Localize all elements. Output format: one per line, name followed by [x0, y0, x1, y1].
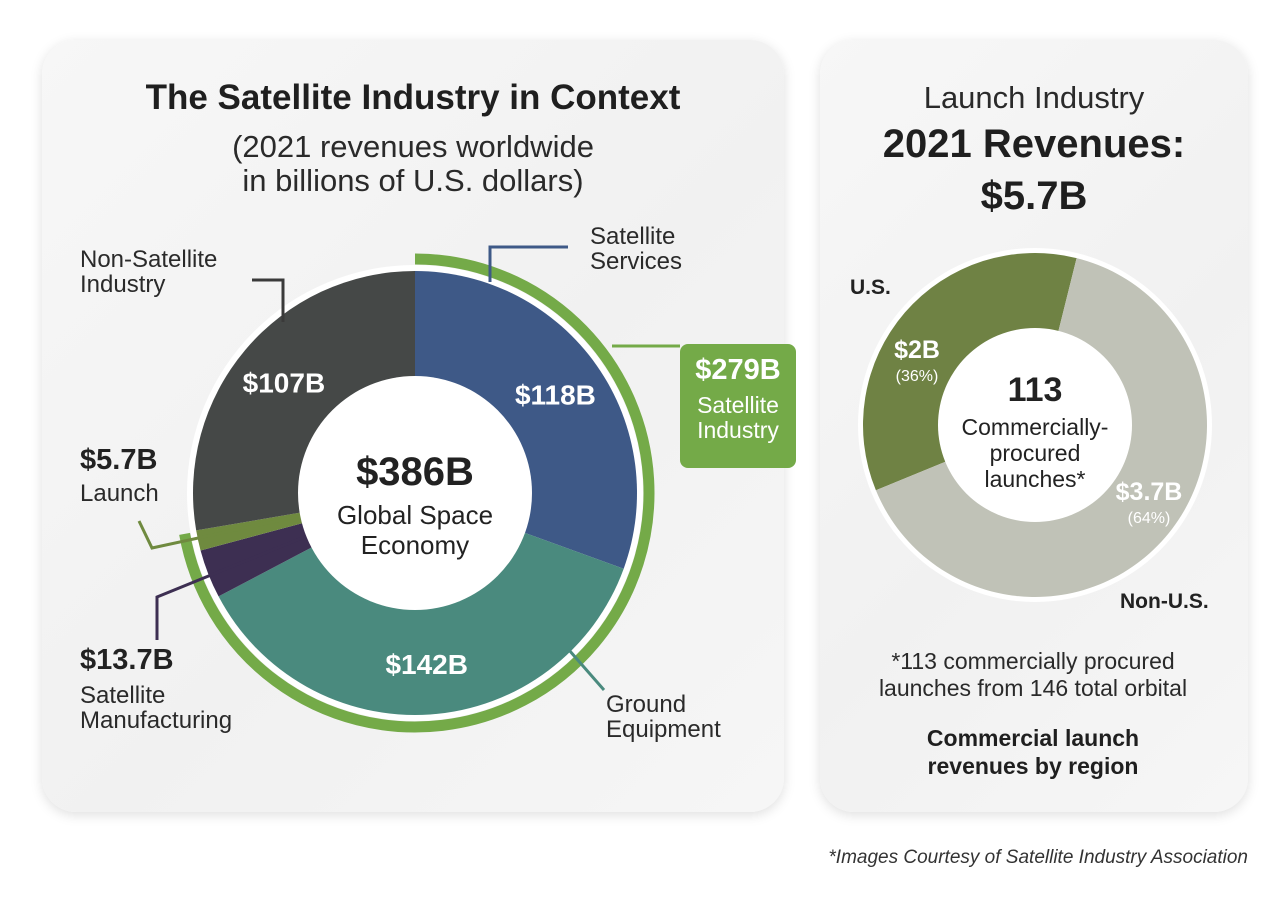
- slice-percent-non-us: (64%): [1128, 510, 1171, 527]
- caption-line-1: Commercial launch: [926, 725, 1140, 751]
- launch-value: $5.7B: [80, 444, 158, 476]
- slice-value-non-us: $3.7B: [1116, 478, 1183, 506]
- launch-caption: Commercial launch revenues by region: [838, 724, 1228, 780]
- center-label-line-1: Global Space: [337, 500, 493, 530]
- right-donut-hole: [938, 328, 1132, 522]
- launches-label-line-3: launches*: [984, 466, 1085, 492]
- slice-value-non-satellite-industry: $107B: [243, 367, 326, 398]
- leader-lines: [137, 245, 680, 691]
- launch-name: Launch: [80, 480, 159, 507]
- label-us: U.S.: [850, 276, 891, 299]
- subtitle-line-2: in billions of U.S. dollars): [242, 163, 584, 198]
- label-satellite-services: Satellite Services: [590, 224, 682, 274]
- caption-line-2: revenues by region: [927, 753, 1139, 779]
- leader-satellite-services: [488, 245, 568, 282]
- center-total-value: $386B: [356, 450, 474, 494]
- label-ground-equipment: Ground Equipment: [606, 692, 721, 742]
- slice-value-satellite-services: $118B: [515, 380, 596, 411]
- label-non-satellite-line-1: Non-Satellite: [80, 246, 218, 273]
- image-credit: *Images Courtesy of Satellite Industry A…: [828, 847, 1248, 868]
- leader-ground-equipment: [567, 649, 606, 691]
- label-non-satellite-line-2: Industry: [80, 271, 166, 298]
- label-launch: $5.7B Launch: [80, 444, 159, 506]
- satellite-industry-value: $279B: [695, 354, 781, 386]
- satellite-industry-box: $279B Satellite Industry: [680, 344, 796, 468]
- launch-footnote: *113 commercially procured launches from…: [838, 648, 1228, 702]
- slice-value-us: $2B: [894, 336, 940, 364]
- launch-revenue-donut: [858, 248, 1212, 602]
- satellite-industry-line-1: Satellite: [697, 392, 779, 418]
- satellite-manufacturing-line-2: Manufacturing: [80, 707, 233, 734]
- center-label-line-2: Economy: [361, 530, 469, 560]
- label-ground-equipment-line-2: Equipment: [606, 716, 721, 743]
- leader-launch: [137, 514, 301, 550]
- left-donut-hole: [298, 376, 532, 610]
- global-space-economy-donut: [179, 253, 655, 733]
- right-title-line-2: 2021 Revenues:: [882, 122, 1186, 166]
- right-title-line-3: $5.7B: [980, 174, 1088, 218]
- label-satellite-services-line-2: Services: [590, 248, 683, 275]
- satellite-manufacturing-line-1: Satellite: [80, 682, 166, 709]
- label-non-satellite-industry: Non-Satellite Industry: [80, 247, 217, 297]
- satellite-industry-arc: [179, 253, 655, 733]
- launches-label-line-1: Commercially-: [962, 414, 1109, 440]
- subtitle-line-1: (2021 revenues worldwide: [232, 129, 594, 164]
- leader-non-satellite-industry: [252, 278, 285, 322]
- label-satellite-services-line-1: Satellite: [590, 223, 676, 250]
- leader-satellite-manufacturing: [155, 536, 303, 640]
- left-chart-subtitle: (2021 revenues worldwide in billions of …: [42, 130, 784, 198]
- launches-count: 113: [1008, 371, 1063, 409]
- launches-label-line-2: procured: [990, 440, 1081, 466]
- slice-value-ground-equipment: $142B: [385, 649, 468, 680]
- label-satellite-manufacturing: $13.7B Satellite Manufacturing: [80, 644, 232, 733]
- label-ground-equipment-line-1: Ground: [606, 691, 687, 718]
- left-chart-title: The Satellite Industry in Context: [145, 78, 681, 117]
- satellite-industry-line-2: Industry: [697, 417, 779, 443]
- right-title-line-1: Launch Industry: [923, 80, 1145, 115]
- footnote-line-1: *113 commercially procured: [891, 648, 1175, 674]
- label-non-us: Non-U.S.: [1120, 590, 1209, 613]
- satellite-manufacturing-value: $13.7B: [80, 644, 174, 676]
- footnote-line-2: launches from 146 total orbital: [878, 675, 1188, 701]
- slice-percent-us: (36%): [896, 368, 939, 385]
